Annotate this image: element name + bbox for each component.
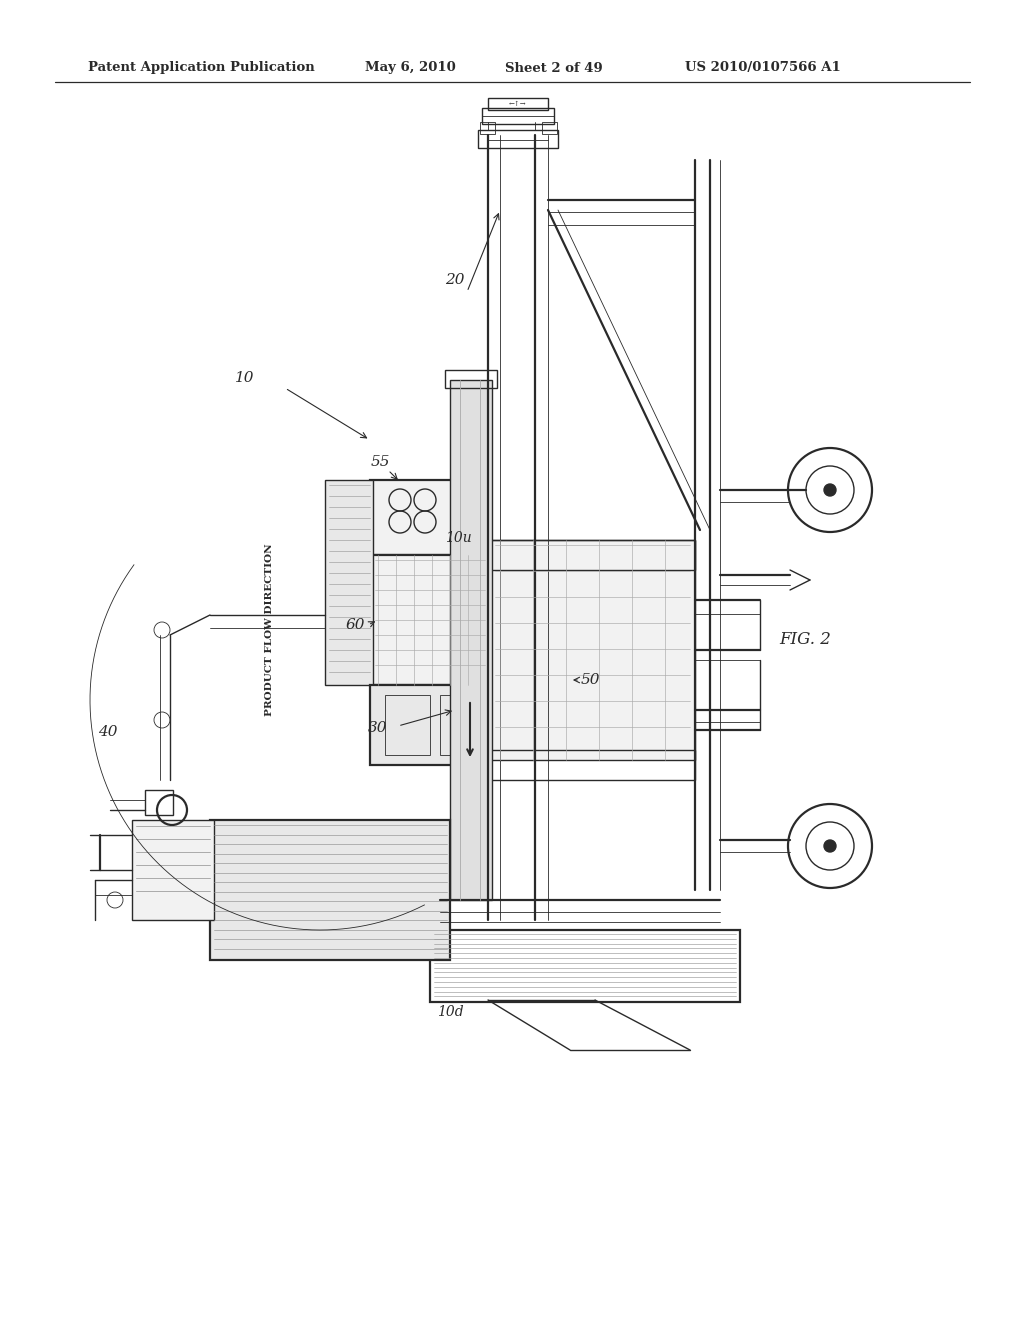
Bar [430,931,740,1002]
Text: PRODUCT FLOW DIRECTION: PRODUCT FLOW DIRECTION [265,544,274,717]
Text: 60: 60 [345,618,365,632]
Bar [490,540,695,570]
Circle shape [824,484,836,496]
Text: FIG. 2: FIG. 2 [779,631,830,648]
Text: 10u: 10u [444,531,471,545]
Bar [145,789,173,814]
Bar [450,380,492,900]
Text: 10d: 10d [436,1005,463,1019]
Bar [445,370,497,388]
Text: 20: 20 [445,273,465,286]
Bar [488,98,548,110]
Bar [490,540,695,760]
Bar [480,121,495,135]
Bar [325,480,373,685]
Text: ←↑→: ←↑→ [509,100,526,108]
Circle shape [824,840,836,851]
Bar [370,685,490,766]
Bar [385,696,430,755]
Text: May 6, 2010: May 6, 2010 [365,62,456,74]
Bar [490,750,695,780]
Text: Patent Application Publication: Patent Application Publication [88,62,314,74]
Bar [132,820,214,920]
Bar [370,554,490,685]
Text: 10: 10 [236,371,255,385]
Text: 40: 40 [98,725,118,739]
Text: 30: 30 [369,721,388,735]
Bar [370,480,488,554]
Bar [542,121,557,135]
Text: Sheet 2 of 49: Sheet 2 of 49 [505,62,603,74]
Text: US 2010/0107566 A1: US 2010/0107566 A1 [685,62,841,74]
Text: 55: 55 [371,455,390,469]
Bar [478,129,558,148]
Bar [482,108,554,124]
Text: 50: 50 [581,673,600,686]
Bar [440,696,485,755]
Bar [210,820,450,960]
